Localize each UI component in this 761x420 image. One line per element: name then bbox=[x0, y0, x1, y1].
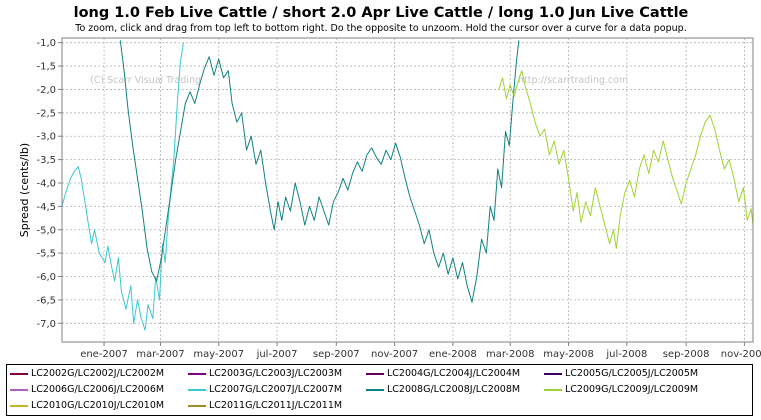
legend-label: LC2011G/LC2011J/LC2011M bbox=[209, 400, 343, 411]
y-tick-label: -3,0 bbox=[36, 132, 56, 143]
x-axis-ticks: ene-2007 mar-2007 may-2007 jul-2007 sep-2007… bbox=[80, 342, 761, 360]
legend: LC2002G/LC2002J/LC2002M LC2003G/LC2003J/L… bbox=[6, 364, 753, 416]
series-line-lc2007g-lc2007j-lc2007m[interactable] bbox=[61, 42, 184, 331]
y-tick-label: -6,0 bbox=[36, 272, 56, 283]
x-tick-label: sep-2008 bbox=[663, 349, 710, 360]
legend-swatch bbox=[188, 372, 206, 375]
grid-layer bbox=[62, 38, 753, 342]
legend-label: LC2008G/LC2008J/LC2008M bbox=[387, 384, 521, 395]
legend-item[interactable]: LC2002G/LC2002J/LC2002M bbox=[10, 366, 164, 381]
legend-swatch bbox=[10, 388, 28, 391]
legend-swatch bbox=[10, 372, 28, 375]
legend-label: LC2007G/LC2007J/LC2007M bbox=[209, 384, 343, 395]
y-tick-label: -1,5 bbox=[36, 62, 56, 73]
legend-label: LC2005G/LC2005J/LC2005M bbox=[565, 368, 699, 379]
legend-swatch bbox=[544, 372, 562, 375]
y-tick-label: -5,5 bbox=[36, 249, 56, 260]
watermark-right: http://scarrtrading.com bbox=[518, 75, 628, 86]
x-tick-label: jul-2008 bbox=[605, 349, 647, 360]
series-layer bbox=[61, 40, 754, 331]
legend-item[interactable]: LC2009G/LC2009J/LC2009M bbox=[544, 382, 698, 397]
legend-label: LC2006G/LC2006J/LC2006M bbox=[31, 384, 165, 395]
legend-swatch bbox=[366, 388, 384, 391]
x-tick-label: ene-2007 bbox=[80, 349, 128, 360]
legend-item[interactable]: LC2007G/LC2007J/LC2007M bbox=[188, 382, 342, 397]
x-tick-label: may-2007 bbox=[193, 349, 244, 360]
x-tick-label: jul-2007 bbox=[256, 349, 298, 360]
legend-item[interactable]: LC2010G/LC2010J/LC2010M bbox=[10, 398, 164, 413]
x-tick-label: nov-2008 bbox=[721, 349, 761, 360]
y-tick-label: -1,0 bbox=[36, 38, 56, 49]
chart-subtitle: To zoom, click and drag from top left to… bbox=[74, 23, 686, 34]
y-axis-label: Spread (cents/lb) bbox=[18, 143, 31, 237]
y-tick-label: -2,0 bbox=[36, 85, 56, 96]
legend-swatch bbox=[366, 372, 384, 375]
plot-border bbox=[61, 37, 754, 343]
legend-label: LC2002G/LC2002J/LC2002M bbox=[31, 368, 165, 379]
y-tick-label: -6,5 bbox=[36, 295, 56, 306]
y-tick-label: -4,0 bbox=[36, 178, 56, 189]
legend-label: LC2009G/LC2009J/LC2009M bbox=[565, 384, 699, 395]
y-tick-label: -4,5 bbox=[36, 202, 56, 213]
legend-swatch bbox=[544, 388, 562, 391]
x-tick-label: sep-2007 bbox=[313, 349, 360, 360]
legend-label: LC2004G/LC2004J/LC2004M bbox=[387, 368, 521, 379]
legend-swatch bbox=[188, 404, 206, 407]
plot-area[interactable] bbox=[62, 38, 753, 342]
legend-item[interactable]: LC2004G/LC2004J/LC2004M bbox=[366, 366, 520, 381]
y-tick-label: -2,5 bbox=[36, 108, 56, 119]
legend-item[interactable]: LC2006G/LC2006J/LC2006M bbox=[10, 382, 164, 397]
legend-item[interactable]: LC2008G/LC2008J/LC2008M bbox=[366, 382, 520, 397]
legend-label: LC2010G/LC2010J/LC2010M bbox=[31, 400, 165, 411]
y-axis-ticks: -1,0 -1,5 -2,0 -2,5 -3,0 -3,5 -4,0 -4,5 -5,0 -5,5… bbox=[36, 38, 62, 330]
y-tick-label: -3,5 bbox=[36, 155, 56, 166]
legend-item[interactable]: LC2005G/LC2005J/LC2005M bbox=[544, 366, 698, 381]
legend-swatch bbox=[188, 388, 206, 391]
x-tick-label: ene-2008 bbox=[429, 349, 477, 360]
x-tick-label: mar-2007 bbox=[136, 349, 184, 360]
legend-swatch bbox=[10, 404, 28, 407]
legend-label: LC2003G/LC2003J/LC2003M bbox=[209, 368, 343, 379]
y-tick-label: -7,0 bbox=[36, 319, 56, 330]
x-tick-label: may-2008 bbox=[543, 349, 594, 360]
x-tick-label: mar-2008 bbox=[486, 349, 534, 360]
y-tick-label: -5,0 bbox=[36, 225, 56, 236]
chart-title: long 1.0 Feb Live Cattle / short 2.0 Apr… bbox=[74, 5, 689, 21]
x-tick-label: nov-2007 bbox=[371, 349, 418, 360]
watermark-left: (C) Scarr Visual Trading bbox=[90, 75, 201, 86]
legend-item[interactable]: LC2003G/LC2003J/LC2003M bbox=[188, 366, 342, 381]
legend-item[interactable]: LC2011G/LC2011J/LC2011M bbox=[188, 398, 342, 413]
series-line-lc2008g-lc2008j-lc2008m[interactable] bbox=[119, 40, 520, 303]
series-line-lc2009g-lc2009j-lc2009m[interactable] bbox=[498, 70, 754, 249]
